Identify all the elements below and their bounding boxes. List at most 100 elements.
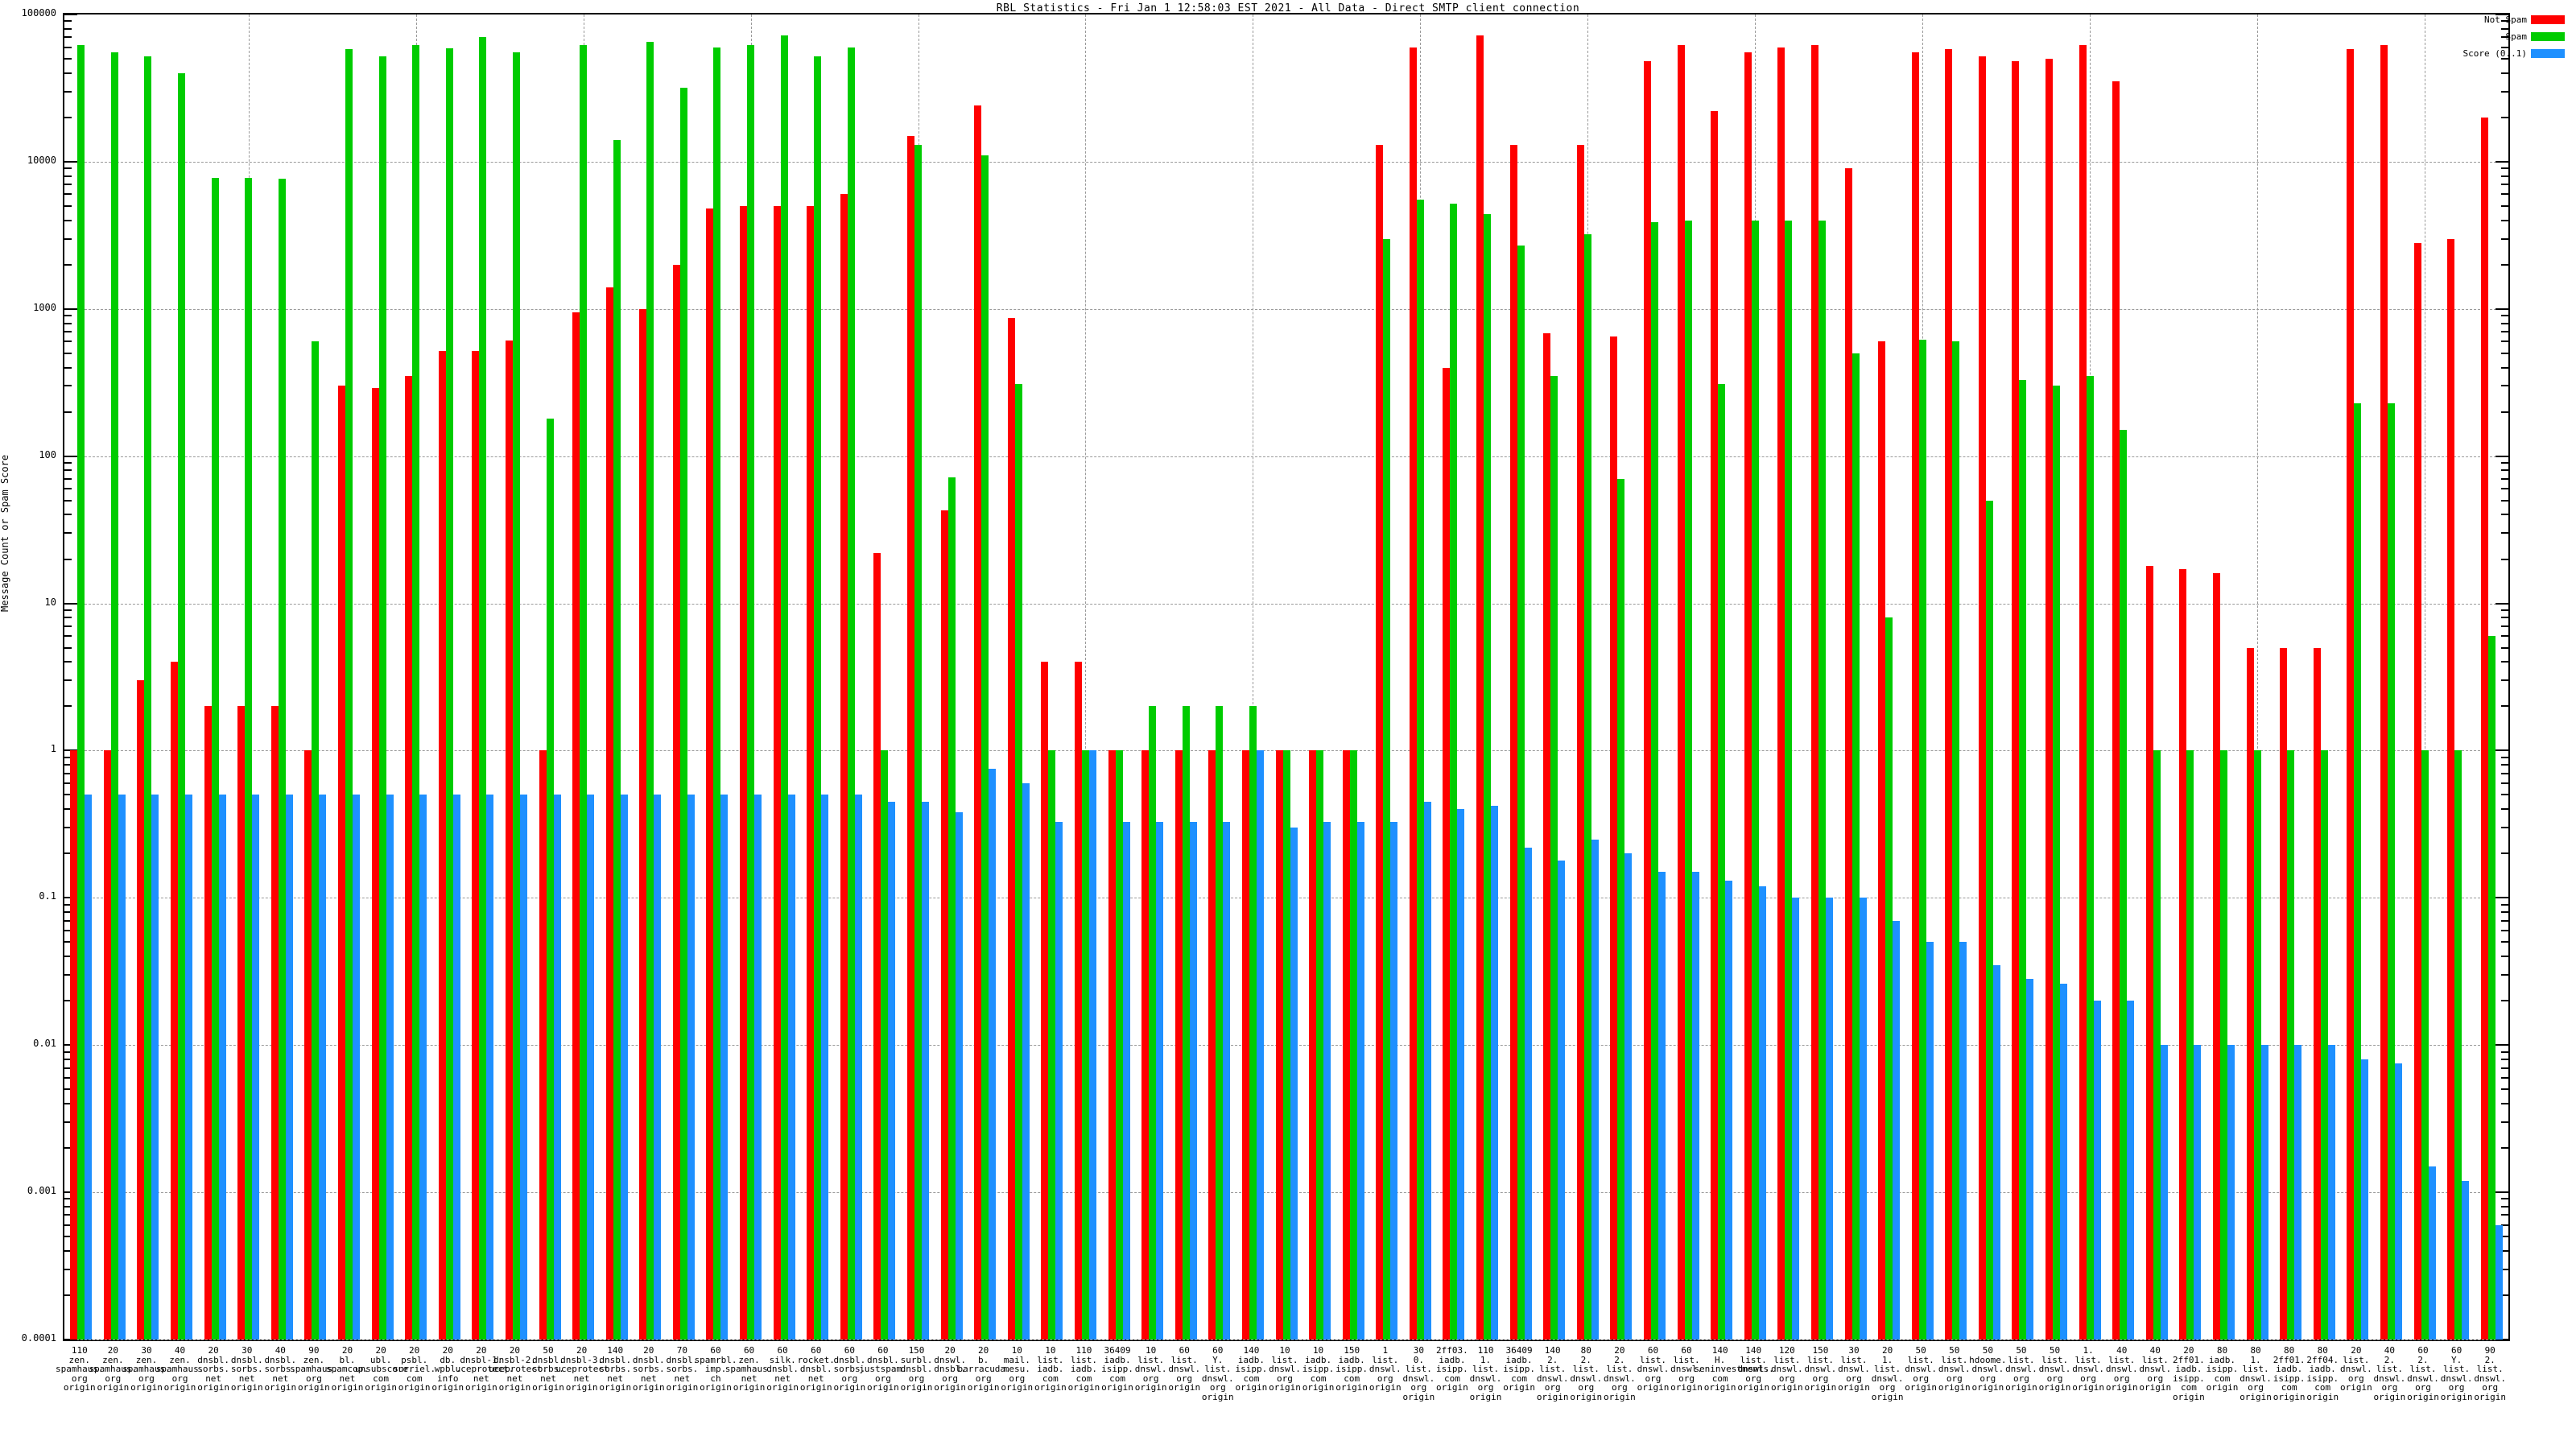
bar-spam (613, 140, 621, 1340)
bar-score (2194, 1045, 2201, 1340)
y-axis-minor-tick (64, 772, 72, 774)
bar-spam (1617, 479, 1624, 1340)
x-axis-label-line: uceprotect. (489, 1364, 548, 1374)
x-axis-label: 120 list. dnswl. org origin (1761, 1346, 1813, 1393)
x-axis-label-line: origin (1604, 1391, 1636, 1402)
x-axis-label-line: unsubscore. (354, 1364, 414, 1374)
x-axis-label-line: iadb. (2309, 1364, 2336, 1374)
x-axis-label-line: dnswl. (1871, 1373, 1904, 1384)
y-axis-minor-tick (2501, 1268, 2508, 1270)
x-axis-label-line: list. (1673, 1354, 1700, 1365)
bar-spam (2186, 750, 2194, 1340)
y-axis-minor-tick (64, 558, 72, 560)
x-axis-label-line: list. (1405, 1364, 1432, 1374)
x-axis-label-line: sorbs. (532, 1364, 564, 1374)
x-axis-label-line: spamhaus. (89, 1364, 138, 1374)
y-axis-tick-label: 0.01 (33, 1038, 56, 1050)
legend-label: Spam (2505, 31, 2528, 42)
bar-not-spam (1008, 318, 1015, 1340)
x-axis-label-line: net (540, 1373, 556, 1384)
x-axis-label-line: 140 (1711, 1345, 1728, 1356)
bar-not-spam (840, 194, 848, 1340)
bar-spam (2287, 750, 2294, 1340)
y-axis-minor-tick (64, 827, 72, 829)
x-axis-label-line: origin (1302, 1382, 1335, 1393)
bar-spam (1316, 750, 1323, 1340)
x-axis-label-line: origin (2206, 1382, 2239, 1393)
bar-spam (1718, 384, 1725, 1340)
x-axis-label: 80 iadb. isipp. com origin (2196, 1346, 2248, 1393)
x-axis-label-line: list. (2443, 1364, 2471, 1374)
x-axis-label-line: 2ff04. (2306, 1354, 2339, 1365)
y-axis-minor-tick (64, 514, 72, 516)
bar-spam (412, 45, 419, 1340)
x-axis-label-line: 1. (2083, 1345, 2094, 1356)
x-axis-label-line: uceprotect. (555, 1364, 615, 1374)
x-axis-label-line: com (1711, 1373, 1728, 1384)
bar-spam (646, 42, 654, 1340)
x-axis-label-line: 140 (1243, 1345, 1260, 1356)
y-axis-tick (64, 14, 77, 15)
x-axis-label-line: net (774, 1373, 791, 1384)
x-axis-label-line: 2. (1580, 1354, 1591, 1365)
y-axis-minor-tick (64, 956, 72, 958)
bar-not-spam (1476, 35, 1484, 1340)
x-axis-label-line: origin (1703, 1382, 1736, 1393)
bar-not-spam (2112, 81, 2120, 1340)
y-axis-minor-tick (64, 782, 72, 785)
x-axis-label: 110 1. list. dnswl. org origin (1459, 1346, 1511, 1402)
bar-score (1357, 822, 1364, 1340)
y-axis-tick (64, 1339, 77, 1340)
bar-spam (1752, 221, 1759, 1340)
x-axis-label-line: org (1142, 1373, 1159, 1384)
x-axis-label: 140 2. list. dnswl. org origin (1526, 1346, 1578, 1402)
x-axis-label: 50 list. dnswl. org origin (1996, 1346, 2047, 1393)
x-axis-label-line: list. (2008, 1354, 2035, 1365)
bar-spam (446, 48, 453, 1340)
bar-score (319, 795, 326, 1340)
legend-label: Score (0..1) (2462, 48, 2527, 59)
y-axis-tick (2496, 897, 2508, 899)
y-axis-minor-tick (64, 1058, 72, 1060)
x-axis-label-line: origin (1001, 1382, 1034, 1393)
bar-not-spam (2414, 243, 2421, 1340)
bar-score (151, 795, 159, 1340)
bar-spam (2120, 430, 2127, 1340)
x-axis-label-line: org (1477, 1382, 1494, 1393)
x-axis-label-line: 30 (141, 1345, 152, 1356)
x-axis-label-line: origin (1469, 1391, 1502, 1402)
bar-score (621, 795, 628, 1340)
bar-spam (1584, 234, 1591, 1340)
bar-spam (1183, 706, 1190, 1340)
bar-not-spam (2447, 239, 2454, 1340)
y-axis-minor-tick (64, 488, 72, 490)
x-axis-label-line: origin (2038, 1382, 2071, 1393)
legend-label: Not Spam (2484, 14, 2527, 25)
x-axis-label-line: origin (97, 1382, 130, 1393)
x-axis-label: 10 iadb. isipp. com origin (1292, 1346, 1344, 1393)
x-axis-label: 1. list. dnswl. org origin (2062, 1346, 2114, 1393)
x-axis-label-line: org (1611, 1382, 1628, 1393)
bar-not-spam (1041, 662, 1048, 1340)
y-axis-minor-tick (64, 911, 72, 914)
y-axis-minor-tick (64, 1224, 72, 1226)
x-axis-label: 2ff03. iadb. isipp. com origin (1426, 1346, 1478, 1393)
x-axis-label-line: 60 (1647, 1345, 1659, 1356)
x-axis-label-line: dnswl. (1368, 1364, 1402, 1374)
y-axis-minor-tick (2501, 1147, 2508, 1150)
bar-score (2161, 1045, 2168, 1340)
bar-spam (1283, 750, 1290, 1340)
x-axis-label: 30 dnsbl. sorbs. net origin (221, 1346, 273, 1393)
x-axis-label: 50 list. dnswl. org origin (1895, 1346, 1946, 1393)
y-axis-minor-tick (64, 903, 72, 906)
bar-score (386, 795, 394, 1340)
y-axis-minor-tick (64, 322, 72, 324)
bar-score (654, 795, 661, 1340)
x-axis-label-line: dnswl. (2005, 1364, 2037, 1374)
x-axis-label: 150 surbl. dnsbl. org origin (890, 1346, 942, 1393)
x-axis-label-line: origin (331, 1382, 364, 1393)
x-axis-label-line: org (171, 1373, 188, 1384)
plot-area (63, 13, 2510, 1341)
y-axis-minor-tick (64, 469, 72, 472)
x-axis-label-line: hdoome. (1969, 1354, 2007, 1365)
